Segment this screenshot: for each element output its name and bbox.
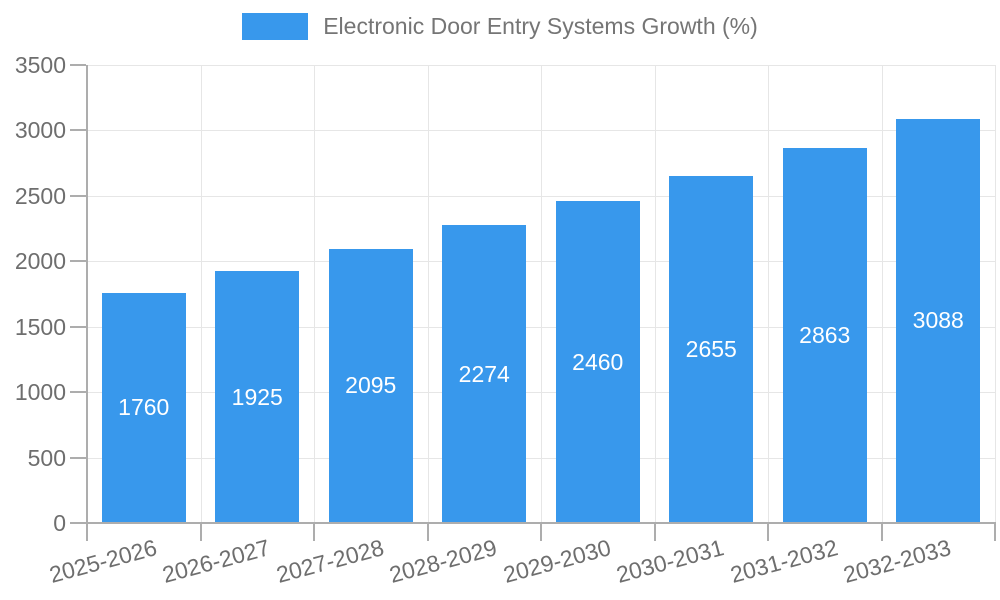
x-tick (654, 524, 656, 541)
y-tick-label: 3500 (14, 52, 66, 78)
y-tick (70, 260, 86, 263)
y-tick (70, 456, 86, 459)
bar-value-label: 3088 (912, 307, 964, 334)
legend-label: Electronic Door Entry Systems Growth (%) (323, 13, 758, 39)
bar-value-label: 1925 (231, 383, 283, 410)
v-gridline (428, 65, 429, 523)
plot-area: 1760 1925 2095 2274 2460 2655 2863 3088 (87, 65, 996, 523)
bar-2032-2033[interactable]: 3088 (896, 118, 981, 523)
y-tick (70, 194, 86, 197)
bar-2030-2031[interactable]: 2655 (669, 175, 754, 523)
x-category-label: 2030-2031 (613, 534, 727, 588)
v-gridline (201, 65, 202, 523)
x-category-label: 2029-2030 (500, 534, 614, 588)
x-tick (767, 524, 769, 541)
bar-value-label: 2274 (458, 360, 510, 387)
bar-2031-2032[interactable]: 2863 (782, 148, 867, 523)
y-tick (70, 522, 86, 524)
bar-value-label: 2095 (345, 372, 397, 399)
x-tick (86, 524, 88, 541)
bar-2026-2027[interactable]: 1925 (215, 271, 300, 523)
y-tick-label: 0 (53, 510, 66, 536)
chart-legend[interactable]: Electronic Door Entry Systems Growth (%) (0, 13, 1000, 40)
y-tick-label: 500 (27, 444, 66, 471)
y-tick (70, 64, 86, 66)
x-tick (881, 524, 883, 541)
x-tick (994, 524, 996, 541)
x-category-label: 2031-2032 (727, 534, 841, 588)
bar-value-label: 2863 (799, 322, 851, 349)
x-tick (313, 524, 315, 541)
v-gridline (314, 65, 315, 523)
legend-swatch-icon (242, 13, 309, 40)
y-tick-label: 2000 (14, 248, 66, 275)
bar-value-label: 1760 (118, 394, 170, 421)
y-tick (70, 391, 86, 394)
x-category-label: 2027-2028 (273, 534, 387, 588)
y-axis-line (86, 65, 88, 541)
x-category-label: 2026-2027 (159, 534, 273, 588)
x-category-label: 2028-2029 (386, 534, 500, 588)
y-tick-label: 2500 (14, 182, 66, 209)
x-tick (540, 524, 542, 541)
bar-2025-2026[interactable]: 1760 (101, 292, 186, 523)
bar-2027-2028[interactable]: 2095 (328, 248, 413, 523)
y-tick-label: 1500 (14, 313, 66, 340)
v-gridline (768, 65, 769, 523)
y-tick-label: 3000 (14, 117, 66, 144)
x-category-label: 2025-2026 (46, 534, 160, 588)
y-tick (70, 325, 86, 328)
bar-value-label: 2460 (572, 348, 624, 375)
x-tick (200, 524, 202, 541)
bar-value-label: 2655 (685, 335, 737, 362)
y-tick-label: 1000 (14, 379, 66, 406)
bar-2029-2030[interactable]: 2460 (555, 201, 640, 523)
y-tick (70, 129, 86, 132)
x-axis-line (86, 522, 996, 524)
v-gridline (655, 65, 656, 523)
bar-2028-2029[interactable]: 2274 (442, 225, 527, 523)
v-gridline (541, 65, 542, 523)
v-gridline (882, 65, 883, 523)
v-gridline (995, 65, 996, 523)
x-category-label: 2032-2033 (840, 534, 954, 588)
x-tick (427, 524, 429, 541)
